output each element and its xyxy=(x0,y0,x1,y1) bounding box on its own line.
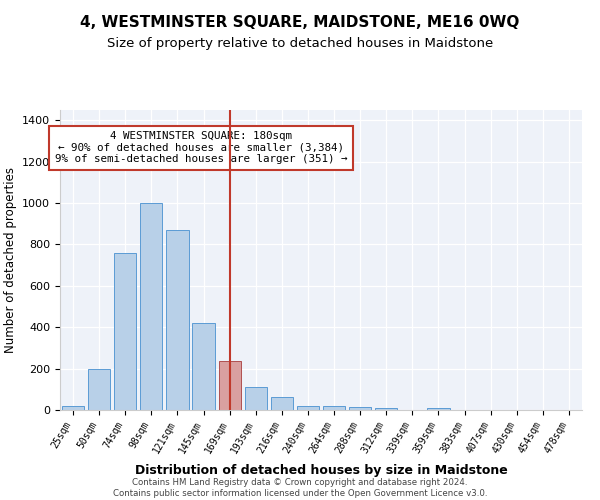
X-axis label: Distribution of detached houses by size in Maidstone: Distribution of detached houses by size … xyxy=(134,464,508,476)
Bar xyxy=(88,368,110,410)
Text: 4 WESTMINSTER SQUARE: 180sqm
← 90% of detached houses are smaller (3,384)
9% of : 4 WESTMINSTER SQUARE: 180sqm ← 90% of de… xyxy=(55,131,347,164)
Text: Size of property relative to detached houses in Maidstone: Size of property relative to detached ho… xyxy=(107,38,493,51)
Text: Contains HM Land Registry data © Crown copyright and database right 2024.
Contai: Contains HM Land Registry data © Crown c… xyxy=(113,478,487,498)
Bar xyxy=(427,408,449,410)
Bar xyxy=(323,406,345,410)
Bar xyxy=(245,387,267,410)
Bar xyxy=(114,253,136,410)
Bar xyxy=(375,408,397,410)
Bar xyxy=(193,323,215,410)
Bar xyxy=(218,362,241,410)
Bar xyxy=(297,406,319,410)
Bar xyxy=(271,396,293,410)
Bar xyxy=(349,407,371,410)
Y-axis label: Number of detached properties: Number of detached properties xyxy=(4,167,17,353)
Bar xyxy=(140,203,163,410)
Bar xyxy=(166,230,188,410)
Bar xyxy=(62,406,84,410)
Text: 4, WESTMINSTER SQUARE, MAIDSTONE, ME16 0WQ: 4, WESTMINSTER SQUARE, MAIDSTONE, ME16 0… xyxy=(80,15,520,30)
